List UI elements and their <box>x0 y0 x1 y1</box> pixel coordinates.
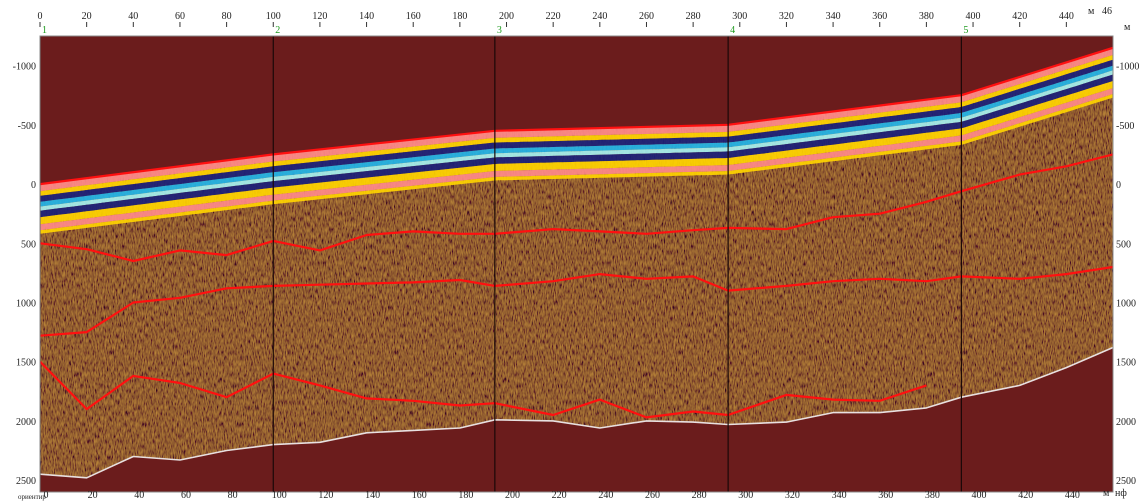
reflection-band <box>40 55 1113 196</box>
x-top-tick-label: 320 <box>779 11 794 22</box>
x-axis-top-unit: м <box>1088 6 1095 17</box>
horizon-lines <box>40 46 1113 479</box>
x-bottom-tick-label: 300 <box>738 490 753 501</box>
x-bottom-tick-label: 140 <box>365 490 380 501</box>
y-right-tick-label: 2000 <box>1116 417 1136 428</box>
x-bottom-tick-label: 40 <box>134 490 144 501</box>
x-axis-bottom-caption: ориентир <box>18 493 46 501</box>
reflection-band <box>40 47 1113 192</box>
x-axis-top-max-label: 46 <box>1102 6 1112 17</box>
x-bottom-tick-label: 80 <box>228 490 238 501</box>
horizon-line-surface <box>40 46 1113 186</box>
x-bottom-tick-label: 120 <box>318 490 333 501</box>
horizon-line-basement <box>40 346 1113 479</box>
reflection-band <box>40 94 1113 234</box>
reflection-band <box>40 65 1113 207</box>
x-axis-top: 0 20 40 60 80 100 120 140 160 180 200 220 240 260 280 3… <box>38 11 1074 27</box>
x-top-tick-label: 100 <box>266 11 281 22</box>
x-top-tick-label: 0 <box>38 11 43 22</box>
x-top-tick-label: 300 <box>732 11 747 22</box>
x-axis-bottom-corner-label: нф <box>1115 488 1127 499</box>
x-top-tick-label: 40 <box>128 11 138 22</box>
y-right-tick-label: 1000 <box>1116 298 1136 309</box>
marker-label: 3 <box>497 25 502 36</box>
x-bottom-tick-label: 60 <box>181 490 191 501</box>
marker-label: 1 <box>42 25 47 36</box>
x-top-tick-label: 200 <box>499 11 514 22</box>
x-bottom-tick-label: 420 <box>1018 490 1033 501</box>
x-top-tick-label: 20 <box>82 11 92 22</box>
y-left-tick-label: -500 <box>18 121 36 132</box>
x-bottom-tick-label: 100 <box>272 490 287 501</box>
reflection-band <box>40 59 1113 202</box>
marker-label: 4 <box>730 25 735 36</box>
y-left-tick-label: 2000 <box>16 417 36 428</box>
marker-labels: 1 2 3 4 5 <box>42 25 968 36</box>
x-top-tick-label: 60 <box>175 11 185 22</box>
marker-label: 5 <box>963 25 968 36</box>
y-left-tick-label: 2500 <box>16 476 36 487</box>
x-top-tick-label: 120 <box>312 11 327 22</box>
y-axis-right-unit: м <box>1124 22 1131 33</box>
y-right-tick-label: 0 <box>1116 180 1121 191</box>
x-bottom-tick-label: 380 <box>925 490 940 501</box>
reflection-band <box>40 88 1113 231</box>
x-top-tick-label: 160 <box>406 11 421 22</box>
y-right-tick-label: 2500 <box>1116 476 1136 487</box>
y-left-tick-label: 1500 <box>16 358 36 369</box>
y-right-tick-label: -1000 <box>1116 62 1139 73</box>
x-top-tick-label: 80 <box>222 11 232 22</box>
y-left-tick-label: -1000 <box>13 62 36 73</box>
plot-frame <box>39 35 1114 493</box>
marker-label: 2 <box>275 25 280 36</box>
marker-lines <box>40 36 962 492</box>
x-bottom-tick-label: 180 <box>458 490 473 501</box>
horizon-line-horizon-3 <box>40 360 927 419</box>
x-top-tick-label: 360 <box>872 11 887 22</box>
x-bottom-tick-label: 200 <box>505 490 520 501</box>
x-bottom-tick-label: 20 <box>88 490 98 501</box>
x-top-tick-label: 140 <box>359 11 374 22</box>
horizon-line-horizon-1 <box>40 153 1113 263</box>
x-bottom-tick-label: 360 <box>878 490 893 501</box>
reflection-band <box>40 70 1113 211</box>
x-top-tick-label: 260 <box>639 11 654 22</box>
x-bottom-tick-label: 0 <box>44 490 49 501</box>
y-axis-right: -1000 -500 0 500 1000 1500 2000 2500 <box>1116 62 1139 488</box>
x-top-tick-label: 240 <box>592 11 607 22</box>
x-bottom-tick-label: 160 <box>412 490 427 501</box>
x-top-tick-label: 440 <box>1059 11 1074 22</box>
x-bottom-tick-label: 340 <box>832 490 847 501</box>
x-top-tick-label: 380 <box>919 11 934 22</box>
x-top-tick-label: 180 <box>452 11 467 22</box>
reflection-bands <box>40 47 1113 234</box>
x-top-tick-label: 280 <box>686 11 701 22</box>
x-bottom-tick-label: 220 <box>552 490 567 501</box>
y-right-tick-label: 1500 <box>1116 358 1136 369</box>
x-bottom-tick-label: 260 <box>645 490 660 501</box>
x-top-tick-label: 220 <box>546 11 561 22</box>
reflection-band <box>40 81 1113 225</box>
x-bottom-tick-label: 240 <box>598 490 613 501</box>
horizon-line-horizon-2 <box>40 265 1113 337</box>
y-left-tick-label: 1000 <box>16 298 36 309</box>
reflection-band <box>40 74 1113 218</box>
y-left-tick-label: 0 <box>31 180 36 191</box>
y-right-tick-label: 500 <box>1116 239 1131 250</box>
x-top-tick-label: 340 <box>826 11 841 22</box>
y-right-tick-label: -500 <box>1116 121 1134 132</box>
x-top-tick-label: 420 <box>1012 11 1027 22</box>
x-bottom-tick-label: 280 <box>692 490 707 501</box>
x-bottom-tick-label: 440 <box>1065 490 1080 501</box>
x-axis-bottom-unit: м <box>1103 488 1110 499</box>
y-left-tick-label: 500 <box>21 239 36 250</box>
x-axis-bottom: 0 20 40 60 80 100 120 140 160 180 200 220 240 260 280 3… <box>44 490 1080 501</box>
x-bottom-tick-label: 400 <box>972 490 987 501</box>
x-bottom-tick-label: 320 <box>785 490 800 501</box>
x-top-tick-label: 400 <box>966 11 981 22</box>
y-axis-left: -1000 -500 0 500 1000 1500 2000 2500 <box>13 62 36 488</box>
